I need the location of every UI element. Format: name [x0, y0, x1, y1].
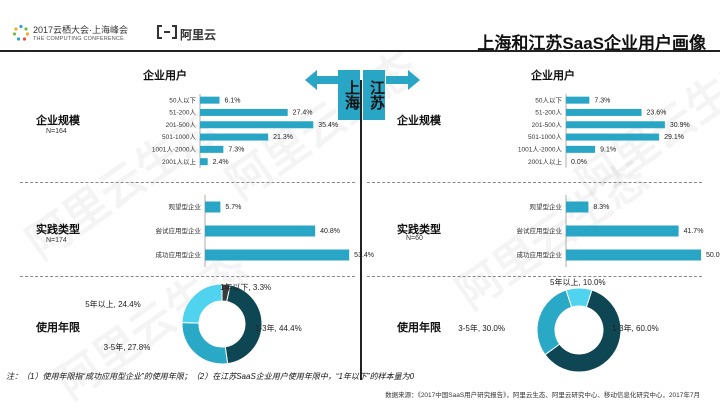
bar-value-label: 53.4% — [354, 252, 374, 259]
bar-value-label: 5.7% — [225, 204, 241, 211]
donut-slice — [224, 284, 263, 365]
bar-category-label: 1001人-2000人 — [518, 146, 563, 154]
bar — [205, 249, 350, 261]
left-section-practice-label: 实践类型 — [36, 224, 80, 236]
bar — [200, 121, 314, 129]
donut-slice — [181, 283, 223, 324]
donut-label: 3-5年, 27.8% — [104, 342, 151, 352]
bar — [200, 96, 220, 104]
center-divider — [360, 80, 362, 380]
donut-label: 1-3年, 60.0% — [612, 323, 659, 333]
bar — [566, 121, 665, 129]
left-section-scale-label: 企业规模 — [36, 115, 80, 127]
region-label-jiangsu: 江苏 — [363, 70, 385, 120]
right-section-practice-label: 实践类型 — [397, 224, 441, 236]
donut-label: 5年以上, 10.0% — [550, 277, 606, 287]
bar — [566, 96, 590, 104]
bar — [205, 225, 316, 237]
donut-label: 1年以下, 3.3% — [220, 282, 271, 292]
data-source: 数据来源：《2017中国SaaS用户研究报告》，阿里云生态、阿里云研究中心、移动… — [385, 392, 700, 399]
bar-value-label: 8.3% — [593, 204, 609, 211]
bar-value-label: 0.0% — [571, 159, 587, 166]
event-logo — [12, 24, 30, 47]
bar-value-label: 7.3% — [228, 147, 244, 154]
bar-value-label: 21.3% — [273, 134, 293, 141]
donut-label: 5年以上, 24.4% — [85, 299, 141, 309]
bar — [200, 108, 288, 116]
header-rule — [0, 50, 720, 52]
bar-category-label: 2001人以上 — [528, 157, 562, 166]
bar-category-label: 50人以下 — [169, 96, 196, 104]
bar — [566, 201, 589, 213]
bar — [566, 108, 642, 116]
left-arrow-icon — [305, 70, 339, 95]
right-arrow-icon — [386, 70, 420, 95]
donut-label: 1-3年, 44.4% — [255, 323, 302, 333]
bar-category-label: 501-1000人 — [162, 133, 196, 141]
donut-slice — [544, 289, 622, 373]
bar — [200, 133, 269, 141]
bar-value-label: 9.1% — [600, 147, 616, 154]
event-name: 2017云栖大会·上海峰会 — [33, 25, 129, 35]
right-practice-n: N=60 — [406, 235, 423, 242]
bar-value-label: 2.4% — [213, 159, 229, 166]
separator-line — [20, 276, 355, 277]
bar-category-label: 50人以下 — [535, 96, 562, 104]
bar-category-label: 观望型企业 — [169, 202, 202, 211]
event-subtitle: THE COMPUTING CONFERENCE — [33, 36, 124, 42]
separator-line — [367, 276, 702, 277]
bar — [205, 201, 221, 213]
brand-name: 阿里云 — [180, 28, 217, 42]
bar-category-label: 观望型企业 — [530, 202, 563, 211]
bar-category-label: 尝试应用型企业 — [156, 226, 202, 235]
bar-value-label: 35.4% — [318, 122, 338, 129]
left-column-head: 企业用户 — [143, 70, 187, 82]
footnote: 注：（1）使用年限指“成功应用型企业”的使用年限；（2）在江苏SaaS企业用户使… — [6, 372, 415, 381]
bar — [566, 133, 660, 141]
bar-value-label: 7.3% — [594, 97, 610, 104]
bar-value-label: 41.7% — [684, 228, 704, 235]
left-scale-n: N=164 — [46, 128, 67, 135]
left-practice-n: N=174 — [46, 237, 67, 244]
bar-value-label: 50.0% — [706, 252, 720, 259]
conference-logo-icon — [12, 24, 30, 41]
bar-category-label: 201-500人 — [532, 121, 563, 129]
separator-line — [20, 182, 355, 183]
bar — [200, 145, 224, 153]
bar-value-label: 6.1% — [225, 97, 241, 104]
donut-label: 3-5年, 30.0% — [458, 323, 505, 333]
bar-value-label: 30.9% — [670, 122, 690, 129]
bar — [566, 145, 596, 153]
region-label-shanghai: 上海 — [338, 70, 360, 120]
donut-slice — [536, 289, 573, 356]
bar-value-label: 23.6% — [647, 110, 667, 117]
bar-value-label: 27.4% — [293, 110, 313, 117]
bar-category-label: 51-200人 — [535, 109, 562, 117]
bar-category-label: 501-1000人 — [528, 133, 562, 141]
donut-slice — [181, 322, 229, 365]
bar-category-label: 201-500人 — [166, 121, 197, 129]
bar-category-label: 2001人以上 — [162, 157, 196, 166]
bar — [566, 249, 701, 261]
bar-value-label: 40.8% — [320, 228, 340, 235]
right-column-head: 企业用户 — [531, 70, 575, 82]
bar-category-label: 成功应用型企业 — [517, 250, 563, 259]
right-section-scale-label: 企业规模 — [397, 115, 441, 127]
bar-category-label: 51-200人 — [169, 109, 196, 117]
bar-category-label: 尝试应用型企业 — [517, 226, 563, 235]
left-section-years-label: 使用年限 — [36, 322, 80, 334]
right-section-years-label: 使用年限 — [397, 322, 441, 334]
bar-category-label: 成功应用型企业 — [156, 250, 202, 259]
bar-value-label: 29.1% — [664, 134, 684, 141]
bar — [566, 225, 679, 237]
aliyun-logo-icon — [156, 25, 178, 44]
page-title: 上海和江苏SaaS企业用户画像 — [477, 34, 706, 53]
bar-category-label: 1001人-2000人 — [152, 146, 197, 154]
separator-line — [367, 182, 702, 183]
bar — [200, 158, 208, 166]
